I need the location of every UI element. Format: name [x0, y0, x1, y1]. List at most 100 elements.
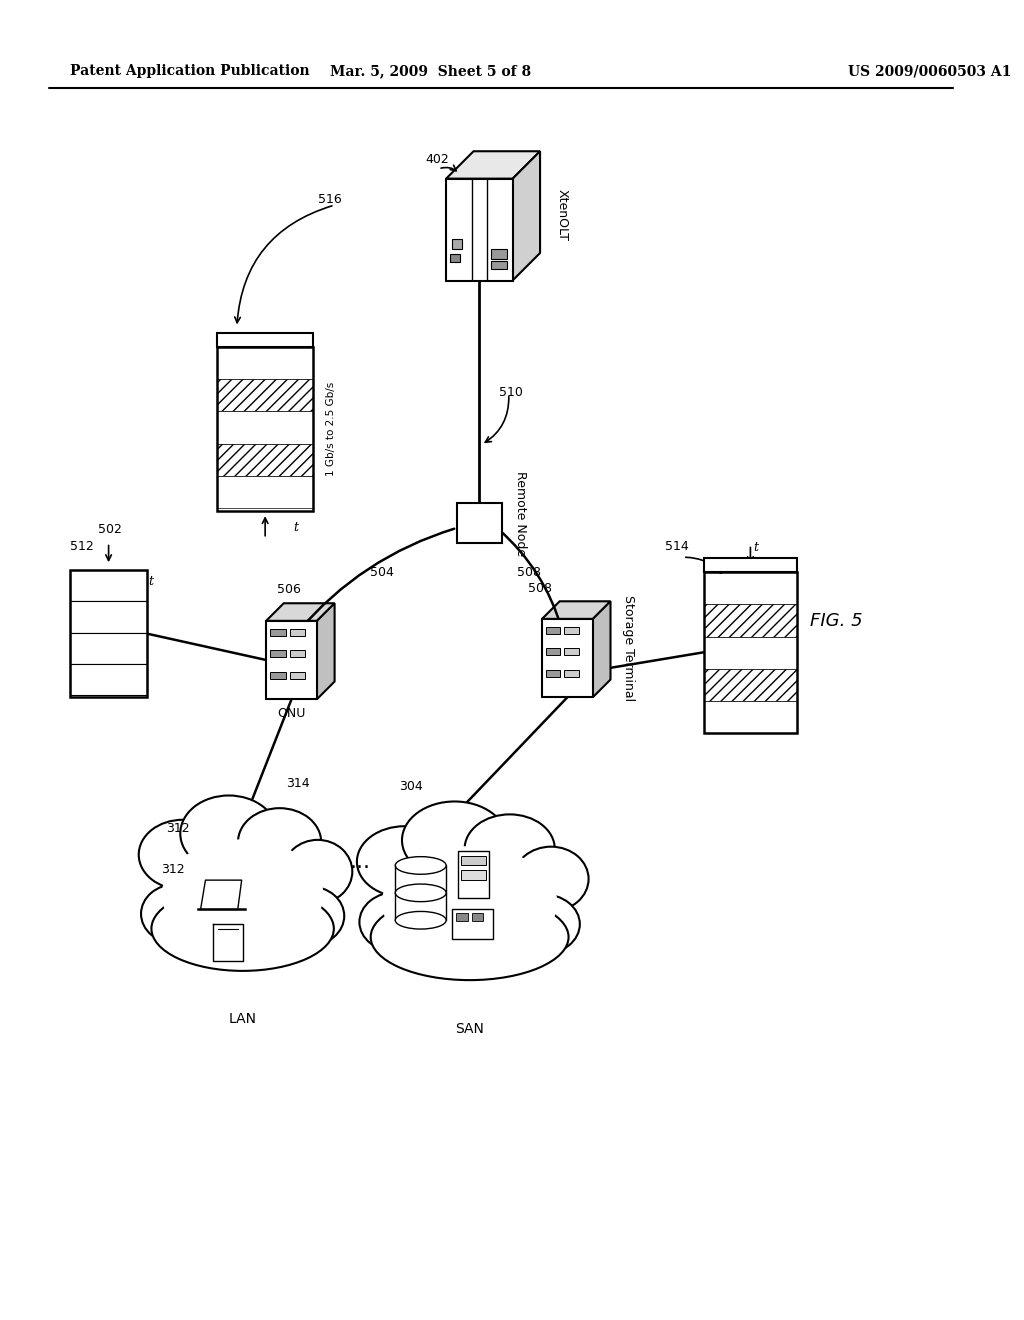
Ellipse shape: [395, 884, 446, 902]
Bar: [71, 632, 146, 664]
Text: 504: 504: [370, 566, 393, 579]
Text: FIG. 5: FIG. 5: [810, 612, 863, 630]
Bar: [71, 602, 146, 632]
Text: 508: 508: [528, 582, 552, 594]
Text: Remote Node: Remote Node: [514, 471, 526, 556]
Ellipse shape: [275, 886, 344, 945]
Bar: [705, 636, 798, 669]
Polygon shape: [317, 603, 335, 700]
Ellipse shape: [283, 840, 352, 903]
Ellipse shape: [395, 857, 446, 874]
Bar: [705, 605, 798, 636]
Text: LAN: LAN: [228, 1012, 257, 1026]
Text: 508: 508: [516, 566, 541, 579]
Polygon shape: [542, 602, 610, 619]
Bar: [456, 913, 468, 921]
Text: Patent Application Publication: Patent Application Publication: [71, 65, 310, 78]
Bar: [217, 379, 313, 412]
Ellipse shape: [162, 840, 324, 950]
Ellipse shape: [180, 796, 278, 871]
Text: ...: ...: [349, 853, 371, 873]
Ellipse shape: [152, 886, 334, 972]
Bar: [458, 851, 489, 898]
Bar: [705, 669, 798, 701]
Text: 516: 516: [318, 193, 342, 206]
Text: ONU: ONU: [278, 706, 306, 719]
Text: SAN: SAN: [456, 1022, 484, 1036]
Text: 510: 510: [499, 385, 523, 399]
Text: 514: 514: [666, 540, 689, 553]
Bar: [290, 651, 305, 657]
Text: t: t: [754, 541, 759, 554]
Text: XtenOLT: XtenOLT: [556, 189, 568, 240]
Bar: [546, 627, 560, 634]
Bar: [446, 178, 513, 281]
Bar: [217, 333, 313, 347]
Bar: [71, 570, 146, 602]
Ellipse shape: [138, 820, 226, 890]
Ellipse shape: [151, 861, 335, 966]
Ellipse shape: [238, 808, 322, 875]
Bar: [542, 619, 593, 697]
Ellipse shape: [395, 911, 446, 929]
Polygon shape: [513, 152, 540, 280]
Polygon shape: [446, 152, 540, 178]
Bar: [270, 651, 286, 657]
Bar: [217, 412, 313, 444]
Bar: [546, 669, 560, 677]
Text: 402: 402: [426, 153, 450, 166]
Text: 502: 502: [98, 523, 122, 536]
Bar: [270, 672, 286, 678]
Bar: [461, 870, 486, 880]
Polygon shape: [593, 602, 610, 697]
Ellipse shape: [359, 892, 434, 952]
Text: 312: 312: [162, 863, 185, 876]
Ellipse shape: [371, 894, 568, 981]
Ellipse shape: [141, 884, 210, 944]
Bar: [217, 444, 313, 477]
Bar: [492, 261, 507, 269]
Ellipse shape: [382, 846, 557, 960]
Ellipse shape: [370, 869, 569, 975]
Bar: [705, 572, 798, 605]
Bar: [705, 572, 798, 734]
Bar: [705, 558, 798, 572]
Bar: [266, 620, 317, 700]
Ellipse shape: [465, 814, 555, 883]
Bar: [290, 628, 305, 635]
Bar: [217, 477, 313, 508]
Bar: [546, 648, 560, 655]
Bar: [705, 701, 798, 734]
Bar: [461, 855, 486, 866]
Bar: [71, 664, 146, 696]
Bar: [217, 347, 313, 511]
Text: 512: 512: [71, 540, 94, 553]
Text: 314: 314: [286, 777, 309, 791]
Ellipse shape: [402, 801, 507, 879]
Text: Mar. 5, 2009  Sheet 5 of 8: Mar. 5, 2009 Sheet 5 of 8: [330, 65, 531, 78]
Ellipse shape: [505, 894, 580, 954]
Bar: [472, 913, 483, 921]
Bar: [71, 570, 146, 697]
Text: t: t: [148, 574, 154, 587]
Bar: [457, 503, 502, 543]
Text: t: t: [294, 521, 299, 533]
Bar: [452, 239, 462, 249]
Text: US 2009/0060503 A1: US 2009/0060503 A1: [848, 65, 1011, 78]
Bar: [290, 672, 305, 678]
Text: 1 Gb/s to 2.5 Gb/s: 1 Gb/s to 2.5 Gb/s: [326, 381, 336, 477]
Bar: [563, 648, 580, 655]
Polygon shape: [266, 603, 335, 620]
Ellipse shape: [357, 826, 452, 898]
Text: Storage Terminal: Storage Terminal: [623, 595, 635, 701]
Bar: [563, 627, 580, 634]
Text: 312: 312: [166, 822, 189, 836]
Bar: [451, 253, 460, 261]
Bar: [452, 909, 494, 939]
Text: 304: 304: [399, 780, 423, 793]
Bar: [217, 347, 313, 379]
Bar: [270, 628, 286, 635]
Text: 506: 506: [276, 583, 301, 597]
Bar: [563, 669, 580, 677]
Ellipse shape: [513, 846, 589, 911]
